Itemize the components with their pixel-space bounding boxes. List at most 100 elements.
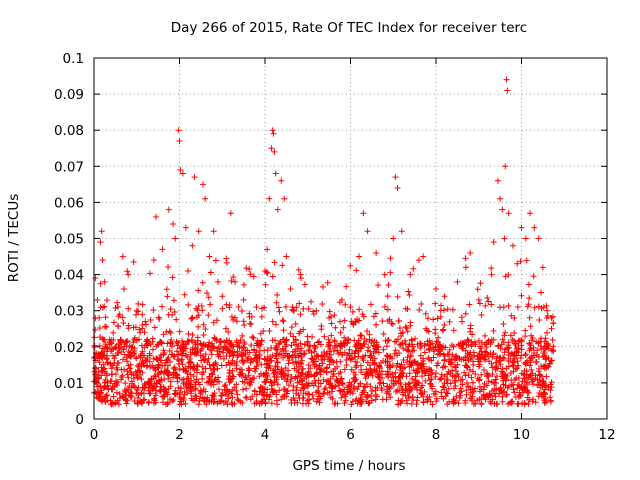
axis-ticks: 0 2 4 6 8 10 12 0 0.01 0.02 0.03 0.04 0.05 0.06 0.07 0.… xyxy=(54,51,616,443)
data-point xyxy=(112,399,119,406)
data-point xyxy=(489,371,496,378)
data-point xyxy=(101,303,108,310)
data-point xyxy=(301,281,308,288)
data-point xyxy=(202,342,209,349)
data-point xyxy=(92,275,99,282)
data-point xyxy=(234,396,241,403)
data-point xyxy=(157,357,164,364)
data-point xyxy=(503,391,510,398)
data-point xyxy=(462,354,469,361)
data-point xyxy=(542,362,549,369)
data-point xyxy=(405,288,412,295)
data-point xyxy=(375,371,382,378)
data-point xyxy=(505,401,512,408)
data-point xyxy=(239,332,246,339)
data-point xyxy=(154,356,161,363)
data-point xyxy=(443,376,450,383)
data-point xyxy=(125,305,132,312)
data-point xyxy=(530,377,537,384)
data-point xyxy=(165,206,172,213)
data-point xyxy=(292,354,299,361)
data-point xyxy=(115,349,122,356)
data-point xyxy=(331,383,338,390)
data-point xyxy=(281,195,288,202)
data-point xyxy=(138,350,145,357)
data-point xyxy=(261,389,268,396)
data-point xyxy=(123,337,130,344)
data-point xyxy=(457,385,464,392)
data-point xyxy=(545,341,552,348)
data-point xyxy=(192,339,199,346)
data-point xyxy=(152,373,159,380)
data-point xyxy=(488,271,495,278)
data-point xyxy=(328,332,335,339)
data-point xyxy=(272,170,279,177)
data-point xyxy=(444,351,451,358)
data-point xyxy=(314,352,321,359)
data-point xyxy=(469,379,476,386)
data-point xyxy=(95,395,102,402)
data-point xyxy=(204,290,211,297)
data-point xyxy=(324,350,331,357)
data-point xyxy=(444,390,451,397)
data-point xyxy=(505,342,512,349)
data-point xyxy=(214,345,221,352)
data-point xyxy=(345,337,352,344)
data-point xyxy=(341,399,348,406)
data-point xyxy=(437,350,444,357)
data-point xyxy=(542,395,549,402)
data-point xyxy=(474,356,481,363)
data-point xyxy=(392,174,399,181)
data-point xyxy=(256,400,263,407)
data-point xyxy=(275,304,282,311)
data-point xyxy=(181,291,188,298)
data-point xyxy=(139,301,146,308)
data-point xyxy=(426,337,433,344)
data-point xyxy=(125,362,132,369)
data-point xyxy=(276,308,283,315)
data-point xyxy=(173,371,180,378)
data-point xyxy=(428,357,435,364)
data-point xyxy=(232,278,239,285)
data-point xyxy=(544,307,551,314)
data-point xyxy=(173,316,180,323)
data-point xyxy=(388,320,395,327)
data-point xyxy=(387,353,394,360)
data-point xyxy=(223,259,230,266)
data-point xyxy=(295,353,302,360)
data-point xyxy=(120,286,127,293)
data-point xyxy=(180,348,187,355)
data-point xyxy=(163,286,170,293)
data-point xyxy=(253,391,260,398)
data-point xyxy=(398,383,405,390)
data-point xyxy=(233,318,240,325)
data-point xyxy=(240,386,247,393)
data-point xyxy=(253,363,260,370)
data-point xyxy=(289,359,296,366)
data-point xyxy=(330,359,337,366)
data-point xyxy=(270,370,277,377)
data-point xyxy=(141,362,148,369)
data-point xyxy=(95,369,102,376)
data-point xyxy=(264,270,271,277)
data-point xyxy=(176,138,183,145)
data-point xyxy=(246,367,253,374)
data-point xyxy=(358,342,365,349)
data-point xyxy=(258,361,265,368)
data-point xyxy=(253,304,260,311)
data-point xyxy=(320,390,327,397)
data-point xyxy=(124,386,131,393)
data-point xyxy=(233,339,240,346)
data-point xyxy=(451,379,458,386)
data-point xyxy=(304,382,311,389)
data-point xyxy=(397,341,404,348)
data-point xyxy=(513,348,520,355)
data-point xyxy=(273,342,280,349)
data-point xyxy=(194,369,201,376)
data-point xyxy=(386,362,393,369)
data-point xyxy=(180,395,187,402)
data-point xyxy=(548,384,555,391)
data-point xyxy=(93,394,100,401)
data-point xyxy=(474,397,481,404)
